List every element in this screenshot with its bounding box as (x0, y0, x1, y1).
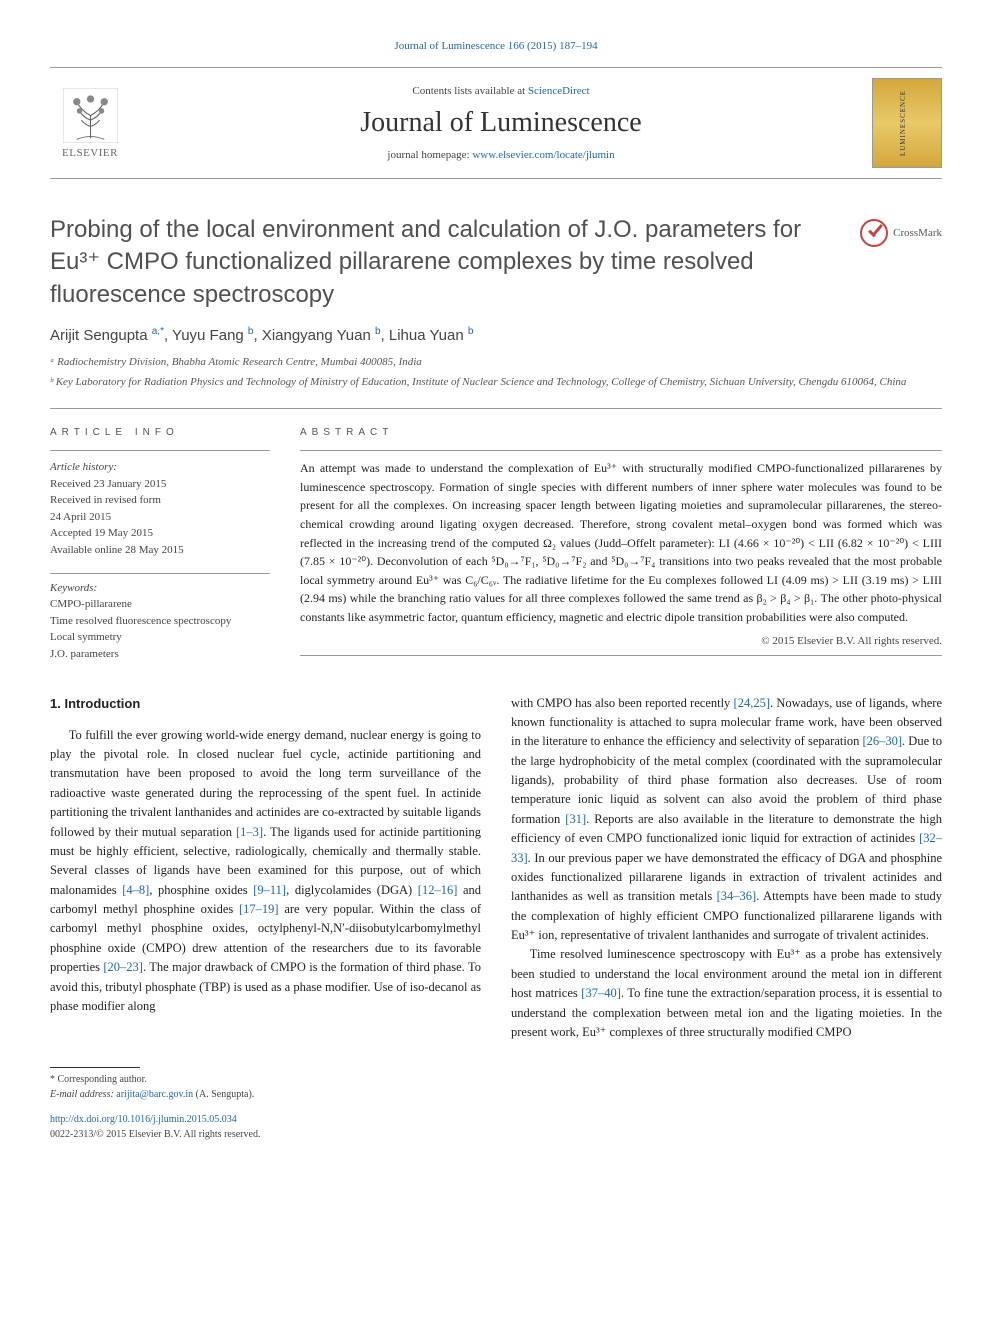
keywords-head: Keywords: (50, 582, 270, 594)
keyword: Local symmetry (50, 629, 270, 646)
history-line: Available online 28 May 2015 (50, 544, 184, 556)
crossmark-label: CrossMark (893, 227, 942, 239)
divider (50, 450, 270, 451)
divider (300, 655, 942, 656)
top-citation-link[interactable]: Journal of Luminescence 166 (2015) 187–1… (394, 40, 597, 52)
article-title: Probing of the local environment and cal… (50, 214, 840, 311)
article-info-heading: ARTICLE INFO (50, 427, 270, 438)
abstract-col: ABSTRACT An attempt was made to understa… (300, 427, 942, 663)
journal-name: Journal of Luminescence (150, 107, 852, 139)
doi-line: http://dx.doi.org/10.1016/j.jlumin.2015.… (50, 1112, 942, 1127)
abstract-text: An attempt was made to understand the co… (300, 459, 942, 626)
sciencedirect-link[interactable]: ScienceDirect (528, 85, 590, 97)
crossmark-icon (860, 219, 888, 247)
publisher-logo: ELSEVIER (50, 88, 130, 159)
corresponding-author: * Corresponding author. (50, 1072, 942, 1087)
email-suffix: (A. Sengupta). (193, 1089, 254, 1100)
abstract-copyright: © 2015 Elsevier B.V. All rights reserved… (300, 635, 942, 647)
ref-link[interactable]: [24,25] (734, 696, 770, 710)
email-line: E-mail address: arijita@barc.gov.in (A. … (50, 1087, 942, 1102)
intro-para: with CMPO has also been reported recentl… (511, 694, 942, 946)
homepage-line: journal homepage: www.elsevier.com/locat… (150, 149, 852, 161)
divider (300, 450, 942, 451)
body-text: 1. Introduction To fulfill the ever grow… (50, 694, 942, 1043)
ref-link[interactable]: [17–19] (239, 902, 279, 916)
affiliation-b: ᵇ Key Laboratory for Radiation Physics a… (50, 374, 942, 391)
divider (50, 573, 270, 574)
elsevier-tree-icon (63, 88, 118, 143)
abstract-heading: ABSTRACT (300, 427, 942, 438)
history-line: Received 23 January 2015 (50, 478, 166, 490)
history-line: Received in revised form (50, 494, 161, 506)
homepage-prefix: journal homepage: (387, 149, 472, 161)
article-info-col: ARTICLE INFO Article history: Received 2… (50, 427, 270, 663)
top-citation: Journal of Luminescence 166 (2015) 187–1… (50, 40, 942, 52)
ref-link[interactable]: [20–23] (103, 960, 143, 974)
history-line: Accepted 19 May 2015 (50, 527, 153, 539)
keyword: CMPO-pillararene (50, 596, 270, 613)
homepage-link[interactable]: www.elsevier.com/locate/jlumin (472, 149, 614, 161)
ref-link[interactable]: [12–16] (418, 883, 458, 897)
intro-para: Time resolved luminescence spectroscopy … (511, 945, 942, 1042)
header-middle: Contents lists available at ScienceDirec… (150, 85, 852, 161)
journal-cover-thumb (872, 78, 942, 168)
doi-link[interactable]: http://dx.doi.org/10.1016/j.jlumin.2015.… (50, 1114, 237, 1125)
email-label: E-mail address: (50, 1089, 116, 1100)
ref-link[interactable]: [37–40] (581, 986, 621, 1000)
journal-header: ELSEVIER Contents lists available at Sci… (50, 67, 942, 179)
article-history: Article history: Received 23 January 201… (50, 459, 270, 558)
ref-link[interactable]: [31] (565, 812, 586, 826)
history-head: Article history: (50, 461, 117, 473)
ref-link[interactable]: [34–36] (717, 889, 757, 903)
contents-line: Contents lists available at ScienceDirec… (150, 85, 852, 97)
email-link[interactable]: arijita@barc.gov.in (116, 1089, 193, 1100)
title-row: Probing of the local environment and cal… (50, 214, 942, 311)
page-footer: * Corresponding author. E-mail address: … (50, 1067, 942, 1142)
crossmark-badge[interactable]: CrossMark (860, 219, 942, 247)
ref-link[interactable]: [26–30] (862, 734, 902, 748)
footnote-rule (50, 1067, 140, 1068)
keyword: J.O. parameters (50, 646, 270, 663)
intro-para: To fulfill the ever growing world-wide e… (50, 726, 481, 1017)
ref-link[interactable]: [9–11] (253, 883, 286, 897)
history-line: 24 April 2015 (50, 511, 111, 523)
ref-link[interactable]: [1–3] (236, 825, 263, 839)
keyword: Time resolved fluorescence spectroscopy (50, 613, 270, 630)
affiliation-a: ᵃ Radiochemistry Division, Bhabha Atomic… (50, 354, 942, 371)
publisher-name: ELSEVIER (62, 147, 118, 159)
contents-prefix: Contents lists available at (412, 85, 527, 97)
authors: Arijit Sengupta a,*, Yuyu Fang b, Xiangy… (50, 326, 942, 344)
ref-link[interactable]: [32–33] (511, 831, 942, 864)
issn-line: 0022-2313/© 2015 Elsevier B.V. All right… (50, 1127, 942, 1142)
intro-heading: 1. Introduction (50, 694, 481, 714)
info-abstract-row: ARTICLE INFO Article history: Received 2… (50, 427, 942, 663)
divider (50, 408, 942, 409)
ref-link[interactable]: [4–8] (122, 883, 149, 897)
